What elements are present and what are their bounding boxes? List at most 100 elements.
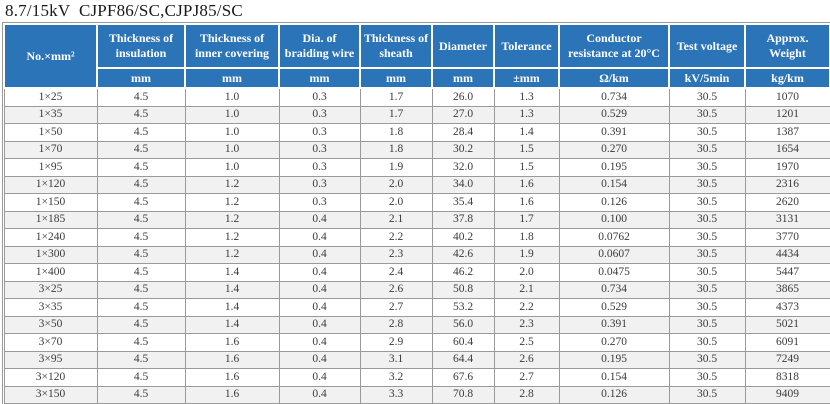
cell: 0.0607 bbox=[558, 245, 670, 264]
cell: 1654 bbox=[744, 140, 830, 159]
cell: 0.154 bbox=[558, 175, 670, 194]
col-header-size: No.×mm² bbox=[3, 23, 98, 89]
cell: 2.2 bbox=[493, 298, 560, 317]
cell: 4.5 bbox=[96, 280, 186, 299]
header-unit-row: mm mm mm mm mm ±mm Ω/km kV/5min kg/km bbox=[4, 67, 830, 89]
cell: 2620 bbox=[744, 193, 830, 212]
cell: 3.2 bbox=[359, 368, 433, 387]
cell: 3770 bbox=[744, 228, 830, 247]
cell: 0.4 bbox=[278, 245, 361, 264]
table-row: 3×25 4.5 1.4 0.4 2.6 50.8 2.1 0.734 30.5 3865 bbox=[3, 280, 830, 299]
cell: 1.9 bbox=[359, 158, 433, 177]
cell: 4.5 bbox=[96, 123, 186, 142]
cell: 1.0 bbox=[184, 123, 280, 142]
header-label-row: No.×mm² Thickness of insulation Thicknes… bbox=[3, 23, 830, 89]
cell: 0.0475 bbox=[558, 263, 670, 282]
table-row: 1×300 4.5 1.2 0.4 2.3 42.6 1.9 0.0607 30.5 4434 bbox=[3, 245, 830, 264]
cell: 2.0 bbox=[359, 193, 433, 212]
cell: 0.270 bbox=[558, 140, 670, 159]
cell: 9409 bbox=[744, 385, 830, 404]
cell: 30.5 bbox=[668, 175, 746, 194]
table-row: 3×70 4.5 1.6 0.4 2.9 60.4 2.5 0.270 30.5 6091 bbox=[3, 333, 830, 352]
cell: 1.7 bbox=[493, 210, 560, 229]
cell: 35.4 bbox=[431, 193, 495, 212]
cell: 0.3 bbox=[278, 175, 361, 194]
cell: 0.195 bbox=[558, 350, 670, 369]
table-body: 1×25 4.5 1.0 0.3 1.7 26.0 1.3 0.734 30.5 1070 1×35… bbox=[3, 87, 830, 404]
cell: 1.4 bbox=[184, 263, 280, 282]
table-row: 1×185 4.5 1.2 0.4 2.1 37.8 1.7 0.100 30.5 3131 bbox=[3, 210, 830, 229]
cell: 1.8 bbox=[493, 228, 560, 247]
cell: 5021 bbox=[744, 315, 830, 334]
cell: 5447 bbox=[744, 263, 830, 282]
cell: 27.0 bbox=[431, 105, 495, 124]
cell: 0.270 bbox=[558, 333, 670, 352]
cell: 0.195 bbox=[558, 158, 670, 177]
cell: 0.529 bbox=[558, 298, 670, 317]
cell: 2.0 bbox=[493, 263, 560, 282]
cell: 3.1 bbox=[359, 350, 433, 369]
cell: 2.7 bbox=[493, 368, 560, 387]
cell: 1×240 bbox=[3, 228, 98, 247]
cell: 0.3 bbox=[278, 158, 361, 177]
cell: 2.9 bbox=[359, 333, 433, 352]
cell: 2.1 bbox=[359, 210, 433, 229]
cell: 1201 bbox=[744, 105, 830, 124]
cell: 4.5 bbox=[96, 175, 186, 194]
cell: 4.5 bbox=[96, 140, 186, 159]
table-row: 1×400 4.5 1.4 0.4 2.4 46.2 2.0 0.0475 30.5 5447 bbox=[3, 263, 830, 282]
cell: 1×50 bbox=[3, 123, 98, 142]
cell: 1.5 bbox=[493, 158, 560, 177]
cell: 1.2 bbox=[184, 245, 280, 264]
cell: 2.6 bbox=[359, 280, 433, 299]
cell: 0.391 bbox=[558, 315, 670, 334]
cell: 4.5 bbox=[96, 333, 186, 352]
table-row: 3×95 4.5 1.6 0.4 3.1 64.4 2.6 0.195 30.5 7249 bbox=[3, 350, 830, 369]
cell: 1×400 bbox=[3, 263, 98, 282]
cell: 1.7 bbox=[359, 87, 433, 107]
col-unit-test-voltage: kV/5min bbox=[668, 67, 746, 89]
cell: 2.1 bbox=[493, 280, 560, 299]
cell: 1387 bbox=[744, 123, 830, 142]
cell: 1.7 bbox=[359, 105, 433, 124]
cell: 4.5 bbox=[96, 228, 186, 247]
cell: 1.0 bbox=[184, 140, 280, 159]
cell: 1.2 bbox=[184, 228, 280, 247]
cell: 53.2 bbox=[431, 298, 495, 317]
table-row: 3×50 4.5 1.4 0.4 2.8 56.0 2.3 0.391 30.5 5021 bbox=[3, 315, 830, 334]
cell: 1.2 bbox=[184, 193, 280, 212]
cell: 37.8 bbox=[431, 210, 495, 229]
cell: 30.5 bbox=[668, 333, 746, 352]
cell: 0.4 bbox=[278, 385, 361, 404]
cell: 4.5 bbox=[96, 193, 186, 212]
cell: 4.5 bbox=[96, 263, 186, 282]
cell: 40.2 bbox=[431, 228, 495, 247]
cell: 0.3 bbox=[278, 123, 361, 142]
cell: 0.0762 bbox=[558, 228, 670, 247]
cell: 56.0 bbox=[431, 315, 495, 334]
cell: 3×25 bbox=[3, 280, 98, 299]
cell: 1×35 bbox=[3, 105, 98, 124]
table-row: 1×25 4.5 1.0 0.3 1.7 26.0 1.3 0.734 30.5 1070 bbox=[3, 87, 830, 107]
table-row: 1×240 4.5 1.2 0.4 2.2 40.2 1.8 0.0762 30.5 3770 bbox=[3, 228, 830, 247]
col-unit-inner-covering-thickness: mm bbox=[184, 67, 280, 89]
cell: 1×25 bbox=[3, 87, 98, 107]
col-header-braiding-wire-dia: Dia. of braiding wire bbox=[278, 23, 361, 69]
cell: 6091 bbox=[744, 333, 830, 352]
cell: 4.5 bbox=[96, 210, 186, 229]
col-header-approx-weight: Approx. Weight bbox=[744, 23, 830, 69]
cell: 2.6 bbox=[493, 350, 560, 369]
cell: 30.5 bbox=[668, 368, 746, 387]
cell: 3131 bbox=[744, 210, 830, 229]
cell: 2.0 bbox=[359, 175, 433, 194]
table-row: 1×95 4.5 1.0 0.3 1.9 32.0 1.5 0.195 30.5 1970 bbox=[3, 158, 830, 177]
cell: 30.2 bbox=[431, 140, 495, 159]
page-title: 8.7/15kV CJPF86/SC,CJPJ85/SC bbox=[5, 1, 243, 20]
cell: 0.734 bbox=[558, 280, 670, 299]
cell: 0.529 bbox=[558, 105, 670, 124]
cell: 4.5 bbox=[96, 245, 186, 264]
cell: 4.5 bbox=[96, 385, 186, 404]
table-row: 1×120 4.5 1.2 0.3 2.0 34.0 1.6 0.154 30.5 2316 bbox=[3, 175, 830, 194]
cell: 2.8 bbox=[493, 385, 560, 404]
